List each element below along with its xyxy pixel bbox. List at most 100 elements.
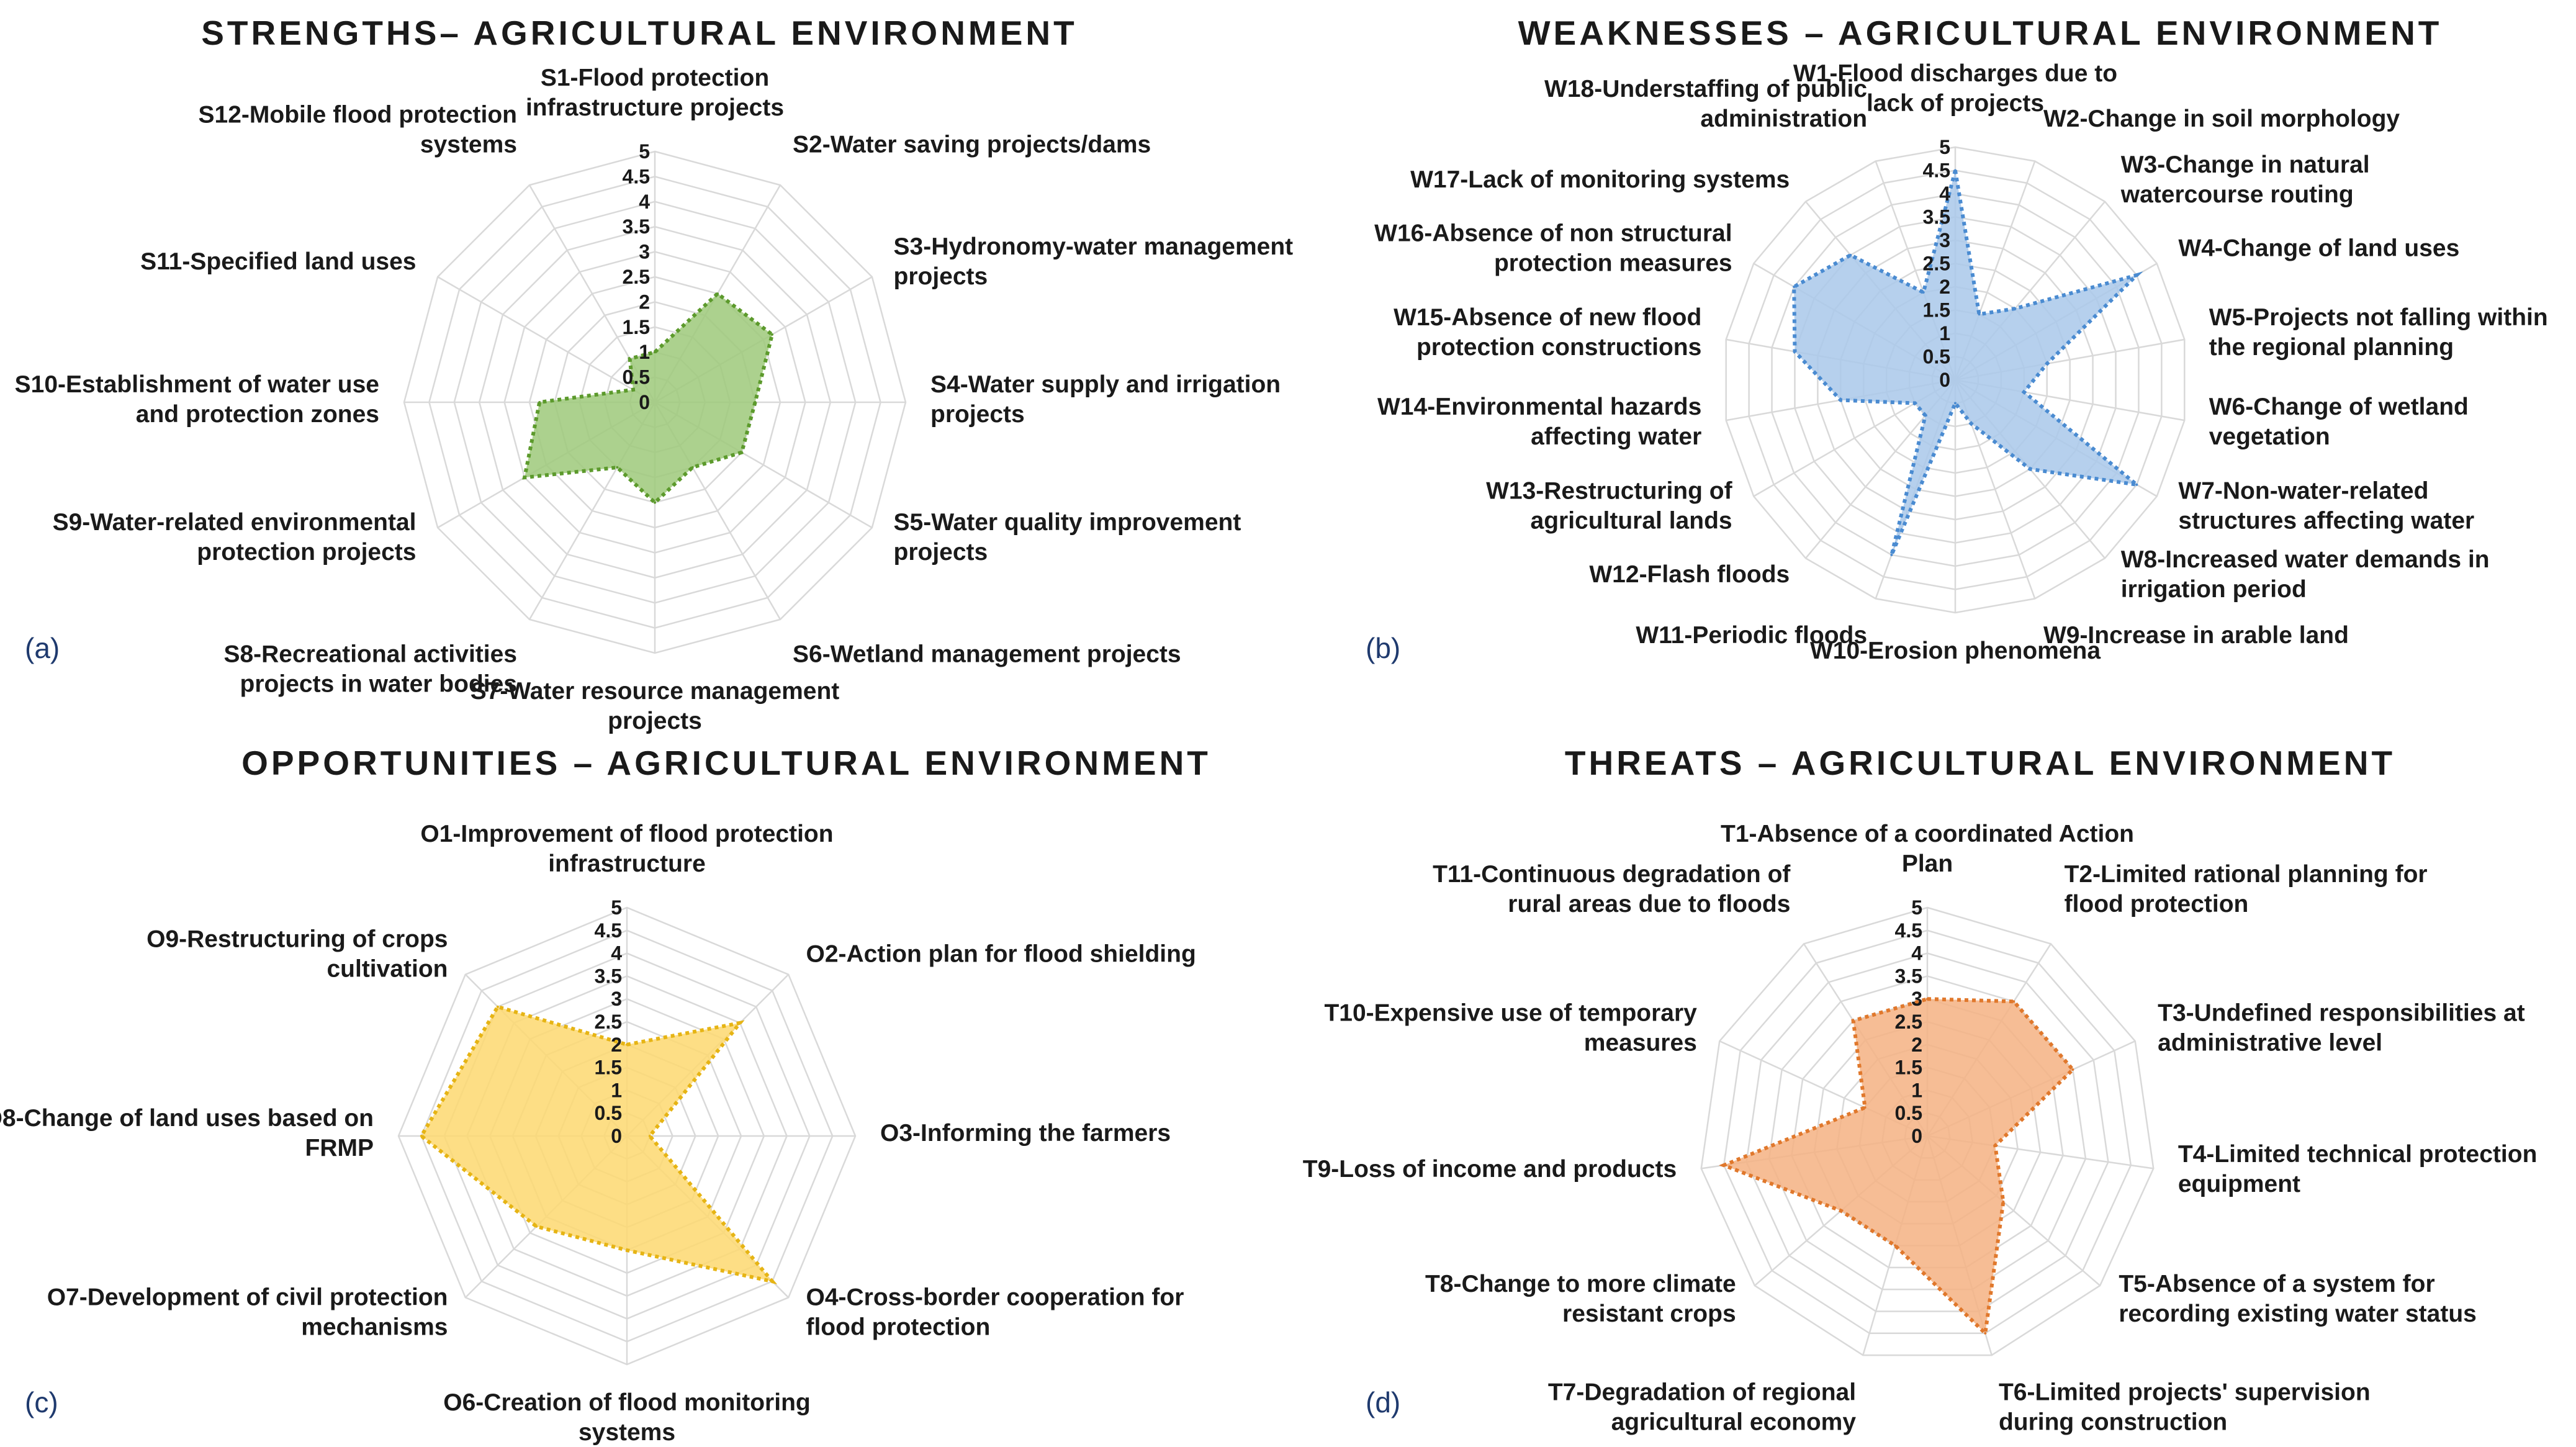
data-point (1839, 1209, 1842, 1212)
tick-label: 5 (639, 140, 650, 163)
data-point (1849, 253, 1852, 256)
category-label: W18-Understaffing of public administratio… (1544, 76, 1867, 132)
data-point (535, 1225, 538, 1228)
category-label: W9-Increase in arable land (2043, 622, 2349, 649)
data-point (632, 388, 635, 391)
data-point (2135, 483, 2138, 486)
data-point (1954, 402, 1957, 405)
tick-label: 3 (1939, 229, 1950, 251)
data-point (538, 401, 541, 403)
data-point (691, 466, 694, 469)
category-label: W4-Change of land uses (2178, 235, 2459, 262)
radar-chart-strengths: 00.5 1 1.5 2 2.5 3 3.54 4.55 S1-Flood protection… (15, 65, 1294, 734)
data-point (2071, 1068, 2074, 1071)
data-point (1922, 291, 1925, 294)
data-point (1994, 1144, 1997, 1147)
tick-label: 4.5 (623, 165, 650, 187)
data-point (420, 1135, 423, 1137)
data-point (1793, 350, 1796, 353)
category-label: T8-Change to more climate resistant crops (1425, 1271, 1736, 1327)
category-label: O3-Informing the farmers (880, 1120, 1171, 1147)
data-point (1924, 414, 1927, 417)
grid-ring (1768, 975, 2087, 1291)
tick-label: 2.5 (595, 1011, 622, 1033)
category-label: T5-Absence of a system for recording exis… (2119, 1271, 2477, 1327)
tick-label: 0.5 (1895, 1102, 1922, 1124)
tick-label: 4.5 (1895, 919, 1922, 942)
data-point (1954, 169, 1957, 172)
category-label: S1-Flood protection infrastructure projec… (526, 65, 784, 121)
category-label: W6-Change of wetland vegetation (2209, 394, 2469, 450)
category-label: S9-Water-related environmental protection… (53, 509, 417, 566)
category-label: W2-Change in soil morphology (2043, 106, 2400, 132)
tick-label: 1.5 (1895, 1057, 1922, 1079)
category-label: O8-Change of land uses based on FRMP (0, 1105, 374, 1161)
radar-chart-opportunities: 00.511.522.533.544.55 O1-Improvement of f… (0, 821, 1196, 1446)
data-point (628, 358, 631, 361)
data-point (1970, 422, 1973, 425)
data-point (2014, 307, 2017, 310)
data-point (1890, 553, 1893, 556)
grid-spoke (437, 276, 655, 403)
data-point (523, 476, 526, 479)
tick-label: 1 (1911, 1079, 1922, 1101)
tick-label: 1 (639, 341, 650, 363)
data-point (654, 351, 656, 354)
category-label: T3-Undefined responsibilities at administ… (2158, 1000, 2525, 1057)
tick-label: 1 (1939, 322, 1950, 345)
chart-title-weaknesses: WEAKNESSES – AGRICULTURAL ENVIRONMENT (1518, 14, 2443, 52)
panel-tag-c: (c) (25, 1386, 58, 1418)
tick-label: 0.5 (1923, 346, 1950, 368)
series-area (1719, 997, 2076, 1338)
category-label: W15-Absence of new flood protection const… (1394, 304, 1701, 361)
data-point (1894, 1244, 1897, 1247)
radar-chart-weaknesses: 00.511.522.533.544.55 W1-Flood discharges… (1374, 60, 2548, 664)
data-point (739, 1021, 742, 1024)
tick-label: 3.5 (595, 965, 622, 987)
tick-label: 1.5 (1923, 299, 1950, 322)
tick-label: 4 (1911, 942, 1922, 965)
data-point (1914, 402, 1917, 405)
data-point (496, 1005, 499, 1008)
grid-ring (1700, 906, 2155, 1356)
category-label: T2-Limited rational planning for flood pr… (2065, 861, 2428, 917)
data-point (1839, 399, 1842, 402)
category-label: S5-Water quality improvement projects (894, 509, 1241, 566)
tick-label: 0 (639, 391, 650, 413)
data-point (771, 1280, 774, 1283)
tick-label: 5 (1911, 896, 1922, 919)
data-point (2029, 467, 2032, 471)
data-point (1926, 998, 1929, 1001)
category-label: S6-Wetland management projects (793, 641, 1181, 668)
tick-label: 1.5 (595, 1057, 622, 1079)
category-label: O9-Restructuring of crops cultivation (146, 926, 448, 983)
tick-label: 3.5 (1923, 206, 1950, 228)
category-label: O1-Improvement of flood protection infras… (420, 821, 833, 877)
tick-label: 2 (1939, 276, 1950, 298)
tick-label: 5 (1939, 136, 1950, 158)
data-point (716, 292, 719, 295)
tick-label: 2 (639, 291, 650, 313)
category-label: W16-Absence of non structural protection … (1374, 220, 1732, 277)
tick-label: 2.5 (1895, 1011, 1922, 1033)
category-label: O6-Creation of flood monitoring systems (443, 1389, 810, 1446)
category-label: W7-Non-water-related structures affecting… (2178, 478, 2474, 534)
category-label: S7-Water resource management projects (471, 678, 840, 734)
data-point (2022, 390, 2025, 394)
tick-label: 5 (611, 896, 622, 919)
category-label: O7-Development of civil protection mechan… (47, 1284, 448, 1340)
chart-title-threats: THREATS – AGRICULTURAL ENVIRONMENT (1565, 744, 2395, 782)
data-point (1852, 1019, 1855, 1022)
tick-label: 3.5 (623, 215, 650, 238)
category-label: W14-Environmental hazards affecting water (1377, 394, 1701, 450)
category-label: S11-Specified land uses (140, 248, 416, 275)
category-label: W11-Periodic floods (1636, 622, 1867, 649)
category-label: T1-Absence of a coordinated Action Plan (1721, 821, 2134, 877)
tick-label: 3 (1911, 988, 1922, 1010)
tick-label: 2.5 (1923, 253, 1950, 275)
category-label: O2-Action plan for flood shielding (806, 941, 1196, 968)
tick-label: 4 (639, 191, 650, 213)
category-label: S12-Mobile flood protection systems (199, 101, 518, 158)
